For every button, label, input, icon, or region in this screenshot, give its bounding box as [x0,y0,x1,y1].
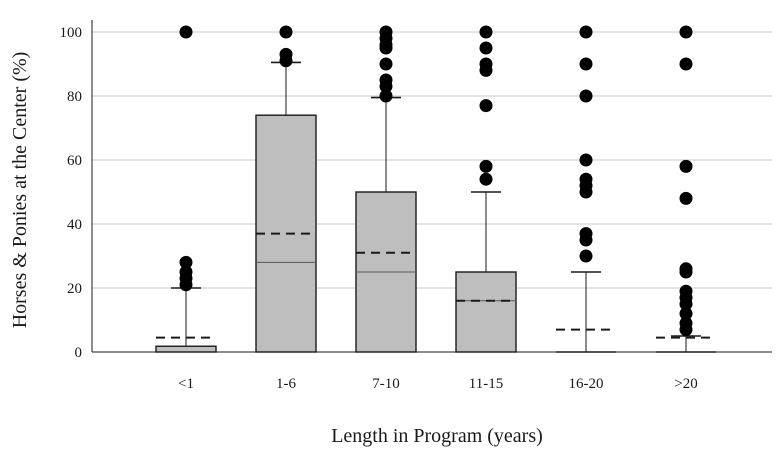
x-tick-label-4: 16-20 [569,376,604,392]
outlier-point-4-9 [579,25,593,39]
y-tick-label-60: 60 [67,153,82,169]
y-tick-label-0: 0 [75,345,83,361]
outlier-point-5-2 [679,307,693,321]
outlier-point-0-3 [179,255,193,269]
outlier-point-3-2 [479,99,493,113]
outlier-point-4-5 [579,172,593,186]
outlier-point-4-0 [579,249,593,263]
box-3 [455,25,517,353]
x-axis-title: Length in Program (years) [331,425,543,447]
box-4 [556,25,616,353]
x-tick-labels: <1 1-6 7-10 11-15 16-20 >20 [178,376,698,392]
axes [91,20,772,353]
outlier-point-0-4 [179,25,193,39]
outlier-point-4-8 [579,57,593,71]
outlier-point-3-0 [479,172,493,186]
outlier-point-1-2 [279,25,293,39]
y-tick-label-100: 100 [60,25,83,41]
outlier-point-3-5 [479,41,493,55]
outlier-point-3-1 [479,159,493,173]
outlier-point-5-9 [679,159,693,173]
box-rect-0 [155,345,217,353]
outlier-point-5-7 [679,262,693,276]
box-1 [255,25,317,353]
box-5 [656,25,716,353]
x-tick-label-5: >20 [674,376,697,392]
outlier-point-3-6 [479,25,493,39]
outlier-point-4-6 [579,153,593,167]
outlier-point-2-7 [379,25,393,39]
x-tick-label-1: 1-6 [276,376,296,392]
outlier-point-4-2 [579,227,593,241]
outlier-point-5-5 [679,284,693,298]
y-tick-labels: 0 20 40 60 80 100 [60,25,83,361]
y-tick-label-20: 20 [67,281,82,297]
outlier-point-0-2 [179,265,193,279]
box-2 [355,25,417,353]
outlier-point-4-7 [579,89,593,103]
outlier-point-5-1 [679,316,693,330]
outlier-point-2-0 [379,89,393,103]
box-0 [155,25,217,353]
outlier-point-1-1 [279,47,293,61]
outlier-point-5-11 [679,25,693,39]
y-tick-label-40: 40 [67,217,82,233]
y-tick-label-80: 80 [67,89,82,105]
box-series [155,25,716,353]
x-tick-label-0: <1 [178,376,194,392]
outlier-point-2-3 [379,57,393,71]
outlier-point-2-2 [379,73,393,87]
outlier-point-5-8 [679,191,693,205]
y-axis-title: Horses & Ponies at the Center (%) [9,52,31,329]
x-tick-label-3: 11-15 [469,376,503,392]
x-tick-label-2: 7-10 [372,376,400,392]
outlier-point-3-4 [479,57,493,71]
outlier-point-5-10 [679,57,693,71]
grid-lines [92,31,772,289]
box-rect-3 [455,271,517,353]
